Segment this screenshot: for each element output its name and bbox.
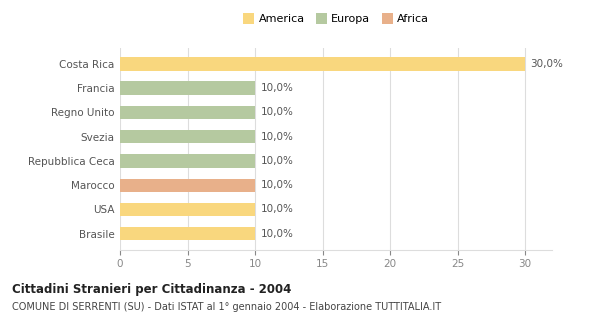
Text: 10,0%: 10,0% xyxy=(260,229,293,239)
Text: 10,0%: 10,0% xyxy=(260,108,293,117)
Bar xyxy=(120,179,255,192)
Bar xyxy=(120,203,255,216)
Text: 10,0%: 10,0% xyxy=(260,83,293,93)
Legend: America, Europa, Africa: America, Europa, Africa xyxy=(238,9,434,29)
Text: 10,0%: 10,0% xyxy=(260,180,293,190)
Text: COMUNE DI SERRENTI (SU) - Dati ISTAT al 1° gennaio 2004 - Elaborazione TUTTITALI: COMUNE DI SERRENTI (SU) - Dati ISTAT al … xyxy=(12,302,441,312)
Text: 10,0%: 10,0% xyxy=(260,156,293,166)
Text: 10,0%: 10,0% xyxy=(260,204,293,214)
Text: 10,0%: 10,0% xyxy=(260,132,293,142)
Bar xyxy=(120,154,255,168)
Text: Cittadini Stranieri per Cittadinanza - 2004: Cittadini Stranieri per Cittadinanza - 2… xyxy=(12,283,292,296)
Bar xyxy=(120,130,255,143)
Bar xyxy=(120,81,255,95)
Text: 30,0%: 30,0% xyxy=(530,59,563,69)
Bar xyxy=(120,106,255,119)
Bar xyxy=(120,227,255,240)
Bar xyxy=(120,57,525,70)
